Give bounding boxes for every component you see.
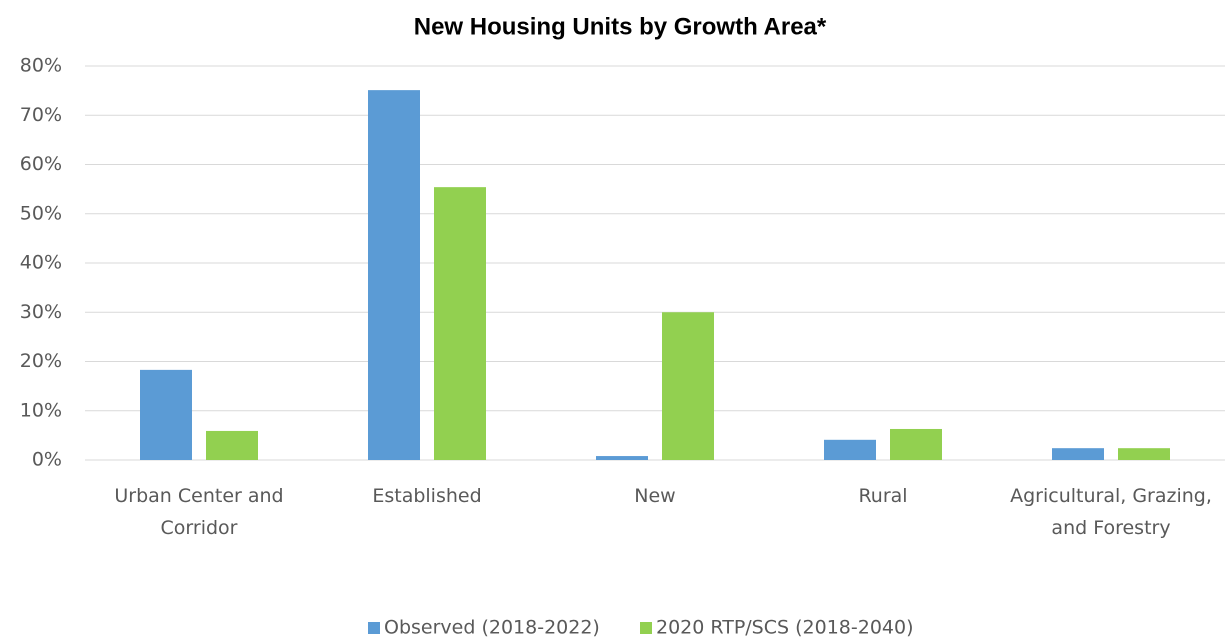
y-tick-label: 70%: [20, 104, 62, 126]
y-tick-label: 80%: [20, 55, 62, 77]
y-tick-label: 20%: [20, 350, 62, 372]
legend-label: Observed (2018-2022): [384, 617, 600, 639]
bar: [596, 456, 648, 460]
x-tick-label: Urban Center and Corridor: [114, 485, 284, 539]
legend-swatch: [368, 622, 380, 634]
bar: [1118, 448, 1170, 460]
bar: [140, 369, 192, 460]
x-tick-label: Agricultural, Grazing, and Forestry: [1010, 485, 1212, 539]
y-tick-label: 10%: [20, 399, 62, 421]
bar: [890, 428, 942, 460]
legend-swatch: [640, 622, 652, 634]
y-tick-label: 30%: [20, 301, 62, 323]
x-tick-label: Established: [372, 485, 482, 507]
y-tick-label: 0%: [32, 449, 62, 471]
y-tick-label: 50%: [20, 202, 62, 224]
bar: [368, 90, 420, 460]
x-tick-label: New: [634, 485, 676, 507]
y-tick-label: 40%: [20, 252, 62, 274]
bar: [206, 430, 258, 460]
chart-title: New Housing Units by Growth Area*: [414, 13, 827, 40]
bar: [1052, 448, 1104, 460]
legend-label: 2020 RTP/SCS (2018-2040): [656, 617, 914, 639]
bar: [434, 187, 486, 460]
bar: [824, 439, 876, 460]
bar: [662, 312, 714, 460]
x-tick-label: Rural: [858, 485, 908, 507]
y-tick-label: 60%: [20, 153, 62, 175]
